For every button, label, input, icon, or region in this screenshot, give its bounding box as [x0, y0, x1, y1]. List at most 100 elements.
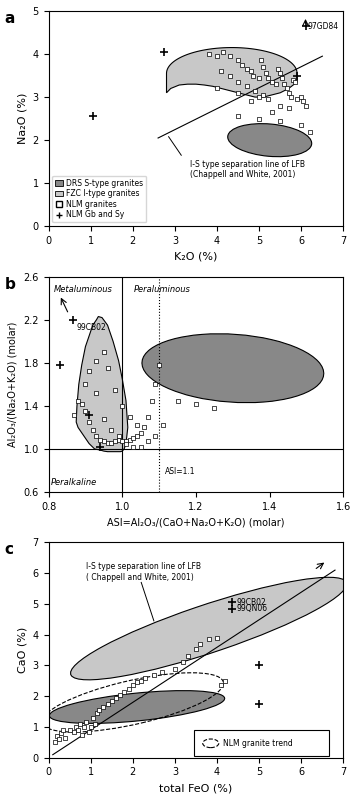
Point [90, 423, 96, 436]
Text: Peralkaline: Peralkaline [50, 478, 97, 486]
Point [244, 62, 250, 75]
Y-axis label: Al₂O₃/(Na₂O+K₂O) (molar): Al₂O₃/(Na₂O+K₂O) (molar) [8, 322, 18, 447]
Point [83, 378, 88, 390]
Point [282, 78, 287, 90]
Point [303, 99, 308, 112]
Point [86, 365, 92, 378]
Point [130, 441, 136, 454]
Point [227, 69, 233, 82]
Point [120, 435, 125, 448]
Point [301, 95, 306, 108]
Point [108, 423, 114, 436]
Point [273, 78, 279, 90]
Point [142, 671, 148, 684]
Point [58, 726, 64, 739]
Point [248, 95, 253, 108]
Point [256, 71, 262, 84]
Ellipse shape [228, 124, 312, 157]
Ellipse shape [71, 578, 347, 680]
Y-axis label: Na₂O (%): Na₂O (%) [17, 93, 27, 144]
Point [101, 701, 106, 714]
Point [126, 682, 131, 695]
Point [52, 736, 58, 749]
Point [214, 50, 220, 62]
Point [94, 706, 100, 719]
Text: 99QN06: 99QN06 [236, 604, 267, 613]
Text: c: c [4, 542, 13, 558]
Point [90, 711, 96, 724]
Point [151, 668, 157, 681]
Point [265, 71, 271, 84]
Point [256, 90, 262, 103]
Text: ASI=1.1: ASI=1.1 [165, 467, 195, 476]
Point [116, 434, 121, 446]
Point [93, 430, 99, 442]
Point [218, 679, 224, 692]
Point [77, 718, 83, 730]
Point [105, 362, 110, 374]
Point [277, 67, 283, 80]
Point [101, 435, 107, 448]
Point [127, 434, 132, 446]
Point [75, 724, 81, 737]
Point [139, 674, 144, 687]
Point [175, 394, 180, 407]
Point [160, 419, 166, 432]
X-axis label: ASI=Al₂O₃/(CaO+Na₂O+K₂O) (molar): ASI=Al₂O₃/(CaO+Na₂O+K₂O) (molar) [107, 518, 285, 527]
Point [117, 688, 123, 701]
Point [86, 726, 91, 738]
Point [292, 76, 298, 89]
Point [145, 435, 151, 448]
Point [86, 416, 92, 429]
Point [153, 378, 158, 390]
Point [269, 106, 275, 118]
Point [290, 74, 296, 86]
Point [121, 686, 127, 698]
Point [116, 430, 121, 442]
Point [54, 730, 60, 742]
Point [288, 90, 294, 103]
Point [105, 698, 110, 710]
Point [185, 650, 190, 662]
Point [123, 437, 129, 450]
Point [97, 434, 103, 446]
Point [130, 432, 136, 445]
Point [248, 65, 253, 78]
Point [235, 76, 241, 89]
Text: 99CB02: 99CB02 [76, 323, 106, 332]
Text: NLM granite trend: NLM granite trend [223, 739, 293, 748]
Point [63, 731, 68, 744]
Point [112, 383, 118, 396]
FancyBboxPatch shape [194, 730, 329, 756]
Point [82, 721, 87, 734]
Text: I-S type separation line of LFB
(Chappell and White, 2001): I-S type separation line of LFB (Chappel… [190, 159, 305, 179]
Point [84, 716, 90, 729]
Point [180, 656, 186, 669]
Text: Metaluminous: Metaluminous [54, 286, 113, 294]
Point [134, 419, 140, 432]
Point [79, 398, 84, 410]
Point [275, 62, 281, 75]
Point [134, 430, 140, 442]
X-axis label: K₂O (%): K₂O (%) [174, 251, 218, 262]
Point [138, 426, 144, 439]
Point [299, 118, 304, 131]
Point [112, 435, 118, 448]
Ellipse shape [49, 690, 225, 723]
Point [197, 638, 203, 650]
Point [263, 67, 268, 80]
Point [72, 408, 77, 421]
Point [244, 80, 250, 93]
Point [256, 112, 262, 125]
Point [284, 82, 289, 95]
Point [265, 93, 271, 106]
Point [214, 631, 220, 644]
Text: a: a [4, 11, 15, 26]
Point [250, 69, 256, 82]
Point [269, 76, 275, 89]
Point [123, 435, 129, 448]
Point [108, 436, 114, 449]
Polygon shape [166, 47, 297, 97]
Point [56, 733, 62, 746]
Point [120, 399, 125, 412]
